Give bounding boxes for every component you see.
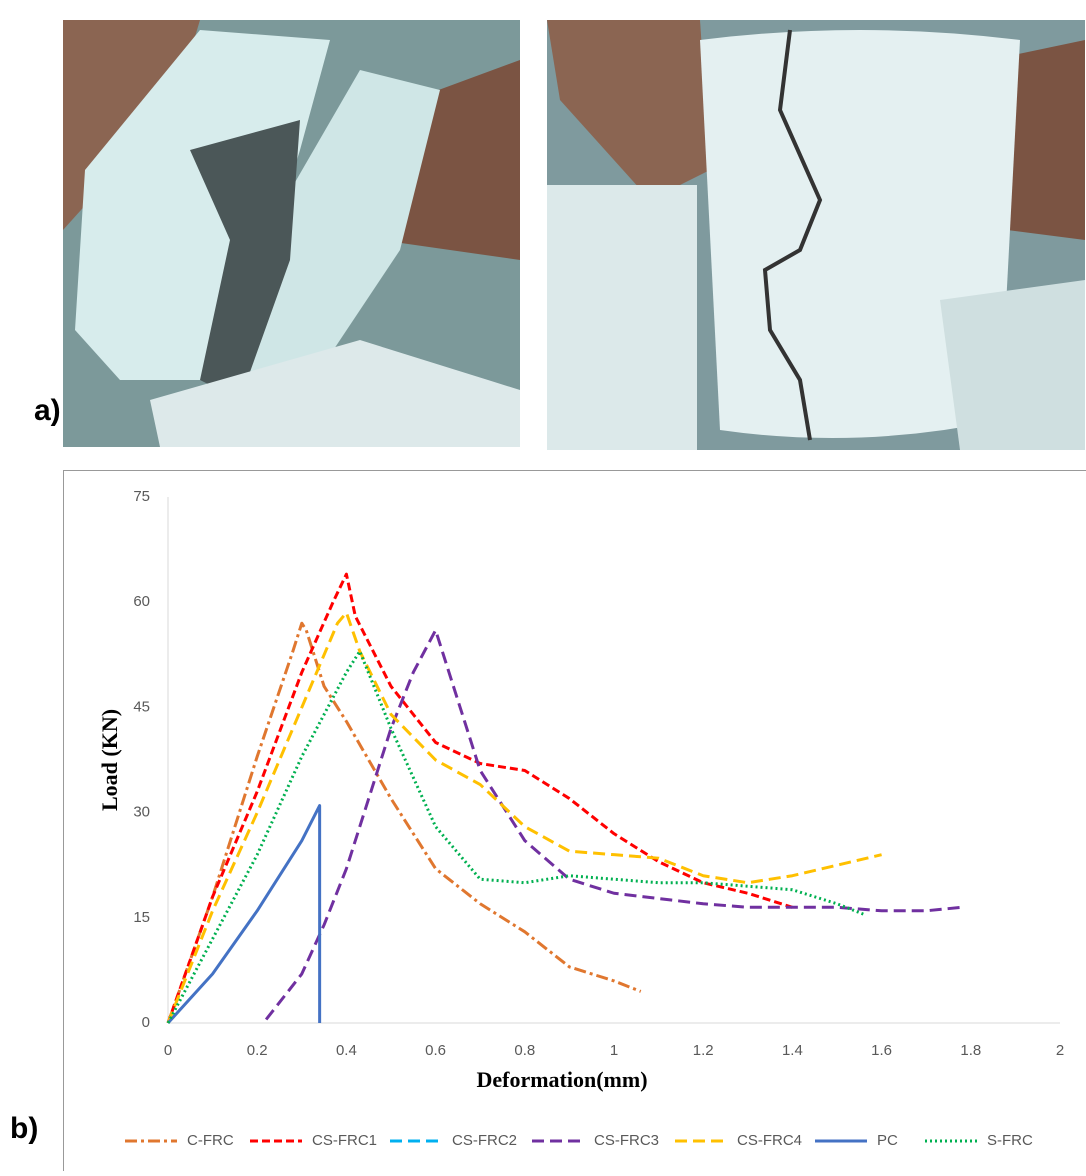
y-tick-label: 60 — [133, 593, 150, 610]
legend-label: C-FRC — [187, 1132, 234, 1149]
figure: a) b) Deformation(mm) Load (KN) 0 15 30 45 6… — [0, 0, 1086, 1171]
legend-label: CS-FRC4 — [737, 1132, 802, 1149]
data-line — [266, 630, 962, 1019]
chart-border — [64, 471, 1086, 1172]
y-tick-label: 15 — [133, 909, 150, 926]
panel-label: a) — [34, 394, 61, 427]
legend-label: PC — [877, 1132, 898, 1149]
y-tick-label: 0 — [142, 1014, 150, 1031]
data-line — [168, 806, 320, 1023]
x-tick-label: 1.2 — [693, 1042, 714, 1059]
x-tick-label: 0.6 — [425, 1042, 446, 1059]
data-line — [168, 651, 864, 1023]
legend-label: S-FRC — [987, 1132, 1033, 1149]
photo-left — [63, 20, 520, 447]
x-tick-label: 1 — [610, 1042, 618, 1059]
x-axis-title: Deformation(mm) — [476, 1067, 647, 1092]
legend-label: CS-FRC3 — [594, 1132, 659, 1149]
panel-label: b) — [10, 1112, 38, 1145]
x-tick-label: 0.8 — [514, 1042, 535, 1059]
legend-label: CS-FRC1 — [312, 1132, 377, 1149]
x-tick-label: 2 — [1056, 1042, 1064, 1059]
y-tick-label: 45 — [133, 698, 150, 715]
legend-label: CS-FRC2 — [452, 1132, 517, 1149]
x-tick-label: 0.4 — [336, 1042, 357, 1059]
x-tick-label: 1.4 — [782, 1042, 803, 1059]
y-axis-title: Load (KN) — [97, 709, 122, 811]
x-tick-label: 1.6 — [871, 1042, 892, 1059]
y-tick-label: 75 — [133, 488, 150, 505]
y-tick-label: 30 — [133, 804, 150, 821]
x-tick-label: 0.2 — [247, 1042, 268, 1059]
x-tick-label: 0 — [164, 1042, 172, 1059]
x-tick-label: 1.8 — [960, 1042, 981, 1059]
data-line — [168, 623, 641, 1023]
photo-right — [547, 20, 1085, 450]
